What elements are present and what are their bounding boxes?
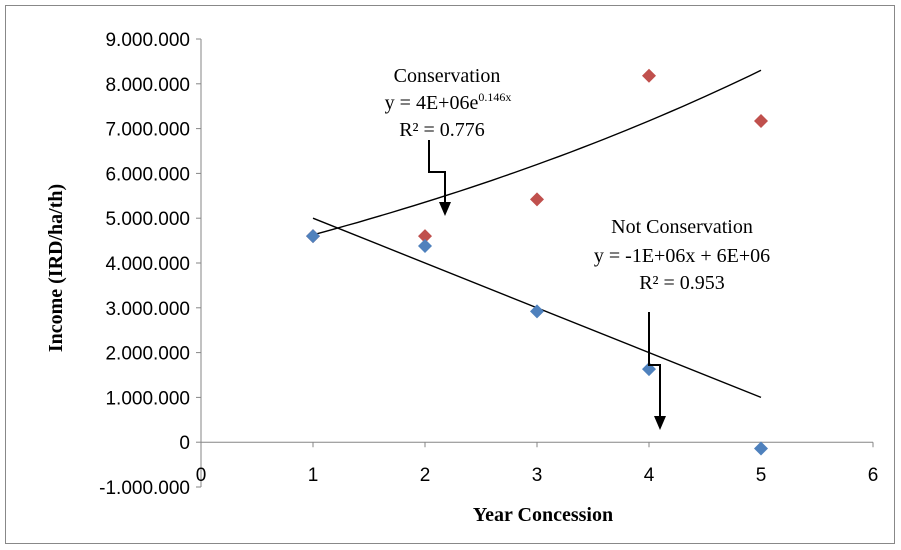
not-conservation-arrow-line [648, 312, 661, 418]
conservation-label: Conservation [394, 65, 501, 87]
x-axis-title: Year Concession [473, 504, 613, 526]
axes [196, 38, 874, 488]
conservation-equation-base: y = 4E+06e [385, 92, 479, 114]
point-not-conservation [418, 238, 432, 253]
y-tick-label: 8.000.000 [105, 75, 190, 96]
x-tick-label: 4 [644, 465, 655, 486]
x-tick-label: 2 [420, 465, 431, 486]
y-tick-label: 0 [179, 433, 190, 454]
conservation-arrow-head [439, 202, 451, 216]
conservation-equation: y = 4E+06e0.146x [385, 90, 512, 114]
y-tick-label: 3.000.000 [105, 299, 190, 320]
x-tick-label: 3 [532, 465, 543, 486]
point-not-conservation [754, 441, 768, 456]
x-tick-label: 1 [308, 465, 319, 486]
point-conservation [642, 68, 656, 83]
y-tick-label: 4.000.000 [105, 254, 190, 275]
not-conservation-label: Not Conservation [611, 216, 753, 238]
x-tick-label: 6 [868, 465, 879, 486]
y-tick-label: 6.000.000 [105, 164, 190, 185]
tick-labels: -1.000.000 0 1.000.000 2.000.000 3.000.000 4.… [99, 30, 878, 499]
point-conservation [754, 113, 768, 128]
point-not-conservation [530, 304, 544, 319]
y-tick-label: 2.000.000 [105, 344, 190, 365]
y-tick-label: 1.000.000 [105, 388, 190, 409]
y-tick-label: 7.000.000 [105, 120, 190, 141]
point-conservation [530, 192, 544, 207]
not-conservation-equation: y = -1E+06x + 6E+06 [594, 245, 770, 267]
point-conservation [418, 229, 432, 244]
conservation-arrow-line [428, 140, 446, 204]
conservation-equation-exponent: 0.146x [478, 90, 511, 104]
y-tick-label: 9.000.000 [105, 30, 190, 51]
conservation-r2: R² = 0.776 [399, 119, 485, 141]
y-tick-label: -1.000.000 [99, 478, 190, 499]
not-conservation-arrow-head [654, 416, 666, 430]
x-tick-label: 0 [196, 465, 207, 486]
not-conservation-r2: R² = 0.953 [639, 272, 725, 294]
chart-frame [5, 5, 895, 544]
annotation-arrows [428, 140, 666, 430]
point-not-conservation [306, 229, 320, 244]
x-tick-label: 5 [756, 465, 767, 486]
y-tick-label: 5.000.000 [105, 209, 190, 230]
y-axis-title: Income (IRD/ha/th) [45, 184, 67, 352]
trendline-conservation [312, 69, 762, 236]
